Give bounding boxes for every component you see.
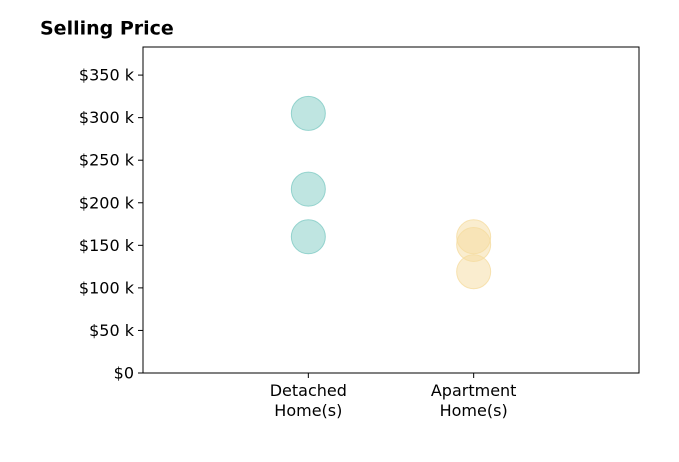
y-tick-label: $0 (114, 364, 134, 383)
plot-frame (142, 46, 640, 374)
point (290, 219, 326, 255)
point (290, 95, 326, 131)
y-tick-label: $300 k (79, 108, 135, 127)
y-tick-label: $50 k (89, 321, 135, 340)
chart-title: Selling Price (40, 18, 174, 40)
point (290, 171, 326, 207)
x-tick-label: Apartment Home(s) (430, 381, 517, 420)
point (456, 254, 492, 290)
y-tick-label: $250 k (79, 151, 135, 170)
y-tick-label: $350 k (79, 66, 135, 85)
y-tick-label: $200 k (79, 193, 135, 212)
y-tick-label: $150 k (79, 236, 135, 255)
x-tick-label: Detached Home(s) (269, 381, 347, 420)
y-tick-label: $100 k (79, 278, 135, 297)
